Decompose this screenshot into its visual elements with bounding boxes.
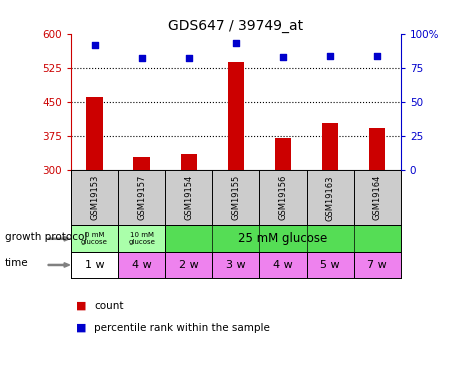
Text: GSM19153: GSM19153 bbox=[90, 175, 99, 220]
Text: GSM19154: GSM19154 bbox=[184, 175, 193, 220]
Text: 7 w: 7 w bbox=[367, 260, 387, 270]
Text: count: count bbox=[94, 301, 123, 310]
Text: GSM19164: GSM19164 bbox=[373, 175, 382, 220]
Text: GSM19155: GSM19155 bbox=[231, 175, 240, 220]
Bar bbox=[228, 62, 244, 170]
Text: 3 w: 3 w bbox=[226, 260, 245, 270]
Bar bbox=[133, 157, 150, 170]
Bar bbox=[118, 252, 165, 278]
Text: 10 mM
glucose: 10 mM glucose bbox=[128, 232, 155, 245]
Bar bbox=[165, 252, 213, 278]
Bar bbox=[86, 97, 103, 170]
Text: 5 w: 5 w bbox=[320, 260, 340, 270]
Text: ■: ■ bbox=[76, 301, 86, 310]
Bar bbox=[165, 225, 401, 252]
Text: 25 mM glucose: 25 mM glucose bbox=[238, 232, 327, 245]
Text: ■: ■ bbox=[76, 323, 86, 333]
Text: 1 w: 1 w bbox=[85, 260, 104, 270]
Bar bbox=[306, 252, 354, 278]
Text: 2 w: 2 w bbox=[179, 260, 199, 270]
Text: GSM19163: GSM19163 bbox=[326, 175, 335, 220]
Bar bbox=[71, 252, 118, 278]
Point bbox=[374, 53, 381, 58]
Bar bbox=[354, 252, 401, 278]
Bar bbox=[275, 138, 291, 170]
Text: 4 w: 4 w bbox=[132, 260, 152, 270]
Text: 0 mM
glucose: 0 mM glucose bbox=[81, 232, 108, 245]
Text: percentile rank within the sample: percentile rank within the sample bbox=[94, 323, 270, 333]
Point bbox=[279, 54, 287, 60]
Bar bbox=[118, 225, 165, 252]
Bar bbox=[213, 252, 259, 278]
Bar bbox=[71, 225, 118, 252]
Bar bbox=[369, 128, 386, 170]
Point bbox=[327, 53, 334, 58]
Bar bbox=[322, 123, 338, 170]
Text: GSM19157: GSM19157 bbox=[137, 175, 146, 220]
Bar bbox=[180, 154, 197, 170]
Point bbox=[138, 56, 145, 62]
Text: growth protocol: growth protocol bbox=[5, 232, 87, 242]
Text: time: time bbox=[5, 258, 28, 268]
Title: GDS647 / 39749_at: GDS647 / 39749_at bbox=[168, 19, 304, 33]
Point bbox=[91, 42, 98, 48]
Point bbox=[232, 40, 240, 46]
Point bbox=[185, 56, 192, 62]
Text: 4 w: 4 w bbox=[273, 260, 293, 270]
Bar bbox=[259, 252, 306, 278]
Text: GSM19156: GSM19156 bbox=[278, 175, 288, 220]
